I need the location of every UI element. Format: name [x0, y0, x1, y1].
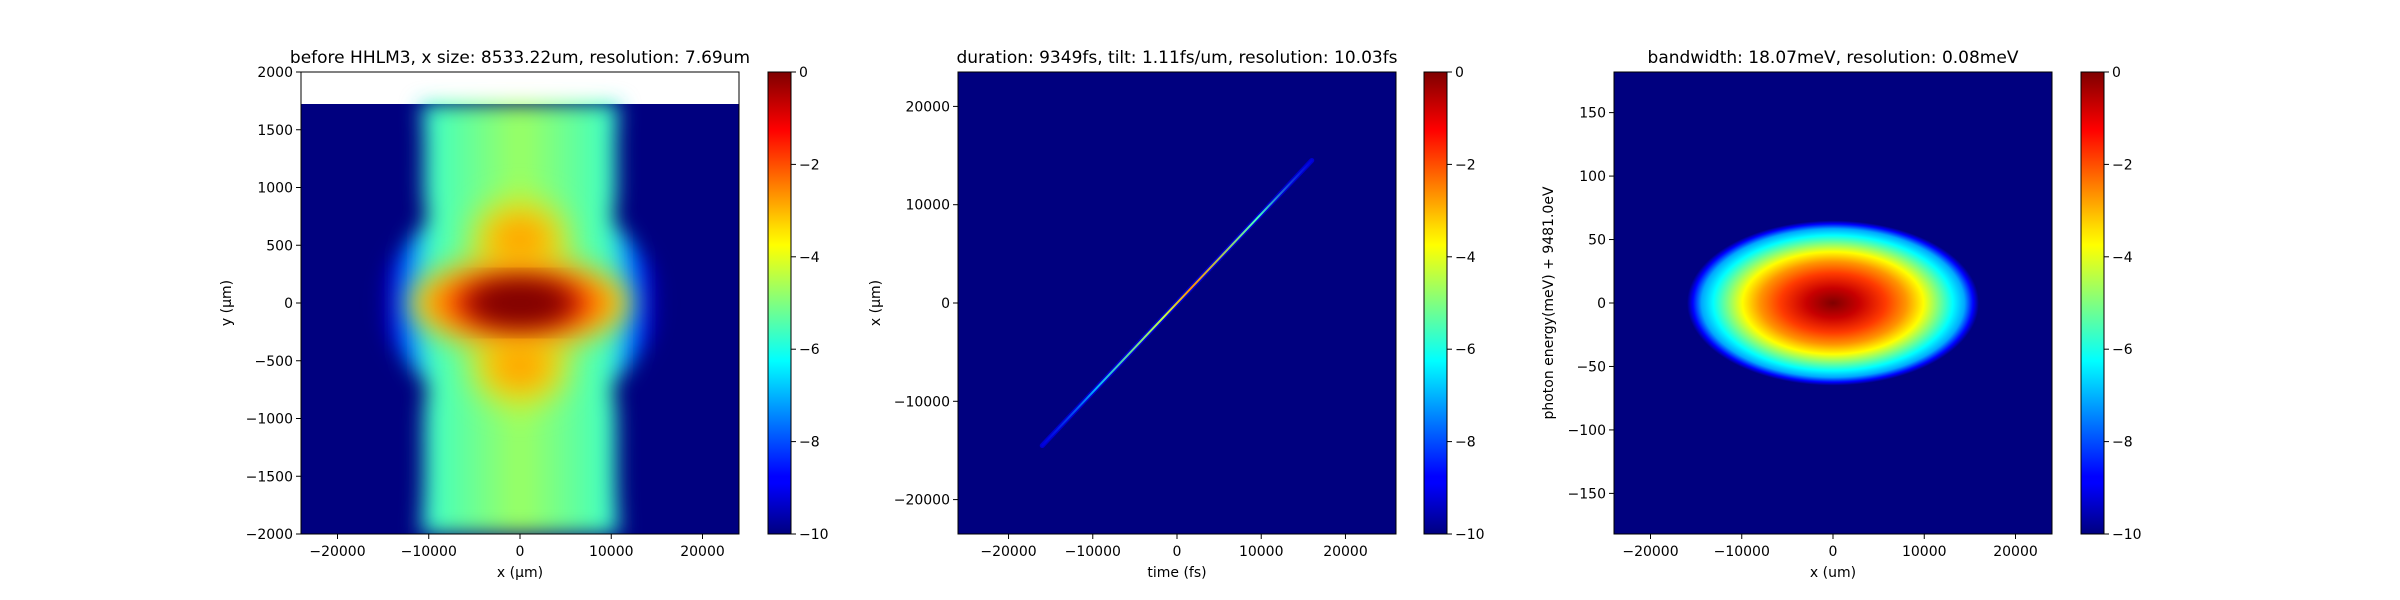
x-tick-label: −20000 [980, 544, 1036, 560]
panel-3-x-axis: −20000 −10000 0 10000 20000 [1622, 534, 2038, 560]
panel-2-heatmap [958, 72, 1396, 534]
panel-3-spectrum-ellipse [1687, 220, 1979, 386]
y-tick-label: 100 [1579, 169, 1606, 185]
y-tick-label: 10000 [905, 198, 950, 214]
y-tick-label: −2000 [246, 527, 293, 543]
panel-3-ylabel: photon energy(meV) + 9481.0eV [1541, 186, 1557, 419]
panel-1-core-peak [465, 281, 575, 325]
y-tick-label: 0 [1597, 296, 1606, 312]
colorbar-tick-label: −2 [799, 157, 820, 173]
panel-1-title: before HHLM3, x size: 8533.22um, resolut… [290, 48, 750, 68]
colorbar-tick-label: −2 [2112, 157, 2133, 173]
x-tick-label: 10000 [1239, 544, 1284, 560]
y-tick-label: 1500 [257, 123, 293, 139]
colorbar-tick-label: 0 [799, 65, 808, 81]
panel-3-title: bandwidth: 18.07meV, resolution: 0.08meV [1648, 48, 2019, 68]
x-tick-label: 10000 [589, 544, 634, 560]
colorbar-tick-label: −6 [1455, 342, 1476, 358]
colorbar-tick-label: −4 [2112, 250, 2133, 266]
panel-1-y-axis: −2000 −1500 −1000 −500 0 500 1000 1500 2000 [246, 65, 301, 543]
colorbar-tick-label: 0 [1455, 65, 1464, 81]
x-tick-label: −20000 [309, 544, 365, 560]
panel-2-ylabel: x (μm) [868, 280, 884, 326]
y-tick-label: −1000 [246, 412, 293, 428]
panel-2-colorbar [1423, 71, 1448, 535]
colorbar-tick-label: −10 [2112, 527, 2142, 543]
y-tick-label: −50 [1576, 359, 1606, 375]
y-tick-label: 150 [1579, 106, 1606, 122]
colorbar-tick-label: −4 [799, 250, 820, 266]
y-tick-label: 1000 [257, 181, 293, 197]
panel-2-colorbar-ticks: −10 −8 −6 −4 −2 0 [1447, 65, 1485, 543]
panel-3-colorbar-ticks: −10 −8 −6 −4 −2 0 [2104, 65, 2142, 543]
panel-2-x-axis: −20000 −10000 0 10000 20000 [980, 534, 1368, 560]
x-tick-label: −10000 [1065, 544, 1121, 560]
panel-2-title: duration: 9349fs, tilt: 1.11fs/um, resol… [956, 48, 1397, 68]
x-tick-label: 20000 [1993, 544, 2038, 560]
panel-1-colorbar [767, 71, 792, 535]
panel-1-heatmap [301, 72, 739, 534]
x-tick-label: 10000 [1902, 544, 1947, 560]
x-tick-label: 20000 [680, 544, 725, 560]
y-tick-label: 500 [266, 238, 293, 254]
panel-3-y-axis: −150 −100 −50 0 50 100 150 [1568, 106, 1614, 502]
y-tick-label: −20000 [894, 493, 950, 509]
panel-1-colorbar-ticks: −10 −8 −6 −4 −2 0 [791, 65, 829, 543]
panel-2-pulse-front [1041, 159, 1313, 447]
colorbar-tick-label: −8 [2112, 435, 2133, 451]
x-tick-label: −10000 [401, 544, 457, 560]
colorbar-tick-label: −2 [1455, 157, 1476, 173]
x-tick-label: −20000 [1622, 544, 1678, 560]
panel-3: bandwidth: 18.07meV, resolution: 0.08meV… [1541, 48, 2142, 581]
colorbar-tick-label: 0 [2112, 65, 2121, 81]
panel-1-blank-region [301, 72, 739, 104]
panel-2-y-axis: −20000 −10000 0 10000 20000 [894, 99, 958, 509]
y-tick-label: −500 [255, 354, 293, 370]
y-tick-label: −150 [1568, 486, 1606, 502]
colorbar-tick-label: −10 [1455, 527, 1485, 543]
x-tick-label: −10000 [1714, 544, 1770, 560]
panel-3-heatmap [1614, 72, 2052, 534]
colorbar-tick-label: −8 [799, 435, 820, 451]
y-tick-label: 20000 [905, 99, 950, 115]
y-tick-label: 0 [941, 296, 950, 312]
panel-3-xlabel: x (um) [1810, 565, 1856, 581]
colorbar-tick-label: −10 [799, 527, 829, 543]
y-tick-label: −10000 [894, 394, 950, 410]
colorbar-tick-label: −8 [1455, 435, 1476, 451]
panel-1: before HHLM3, x size: 8533.22um, resolut… [219, 48, 829, 581]
y-tick-label: −100 [1568, 423, 1606, 439]
panel-3-colorbar [2080, 71, 2105, 535]
panel-1-ylabel: y (μm) [219, 280, 235, 326]
panel-1-x-axis: −20000 −10000 0 10000 20000 [309, 534, 725, 560]
panel-1-xlabel: x (μm) [497, 565, 543, 581]
colorbar-tick-label: −6 [799, 342, 820, 358]
colorbar-tick-label: −4 [1455, 250, 1476, 266]
x-tick-label: 0 [1829, 544, 1838, 560]
colorbar-tick-label: −6 [2112, 342, 2133, 358]
y-tick-label: −1500 [246, 469, 293, 485]
panel-2: duration: 9349fs, tilt: 1.11fs/um, resol… [868, 48, 1485, 581]
x-tick-label: 0 [1173, 544, 1182, 560]
x-tick-label: 0 [516, 544, 525, 560]
x-tick-label: 20000 [1323, 544, 1368, 560]
y-tick-label: 0 [284, 296, 293, 312]
y-tick-label: 2000 [257, 65, 293, 81]
panel-2-xlabel: time (fs) [1147, 565, 1206, 581]
y-tick-label: 50 [1588, 233, 1606, 249]
